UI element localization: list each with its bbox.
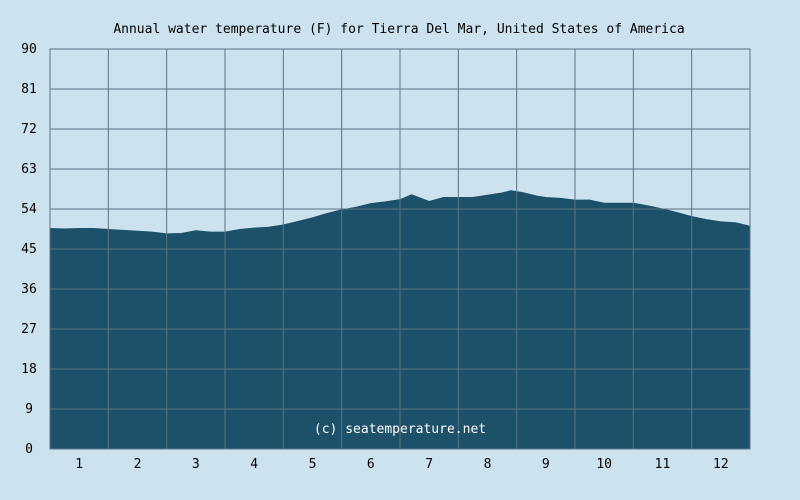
x-tick-label: 10 <box>596 457 612 472</box>
x-tick-label: 6 <box>367 457 375 472</box>
y-tick-label: 72 <box>21 122 37 137</box>
x-tick-label: 12 <box>713 457 729 472</box>
y-tick-label: 27 <box>21 322 37 337</box>
y-axis-ticks: 0 9 18 27 36 45 54 63 72 81 90 <box>21 42 37 457</box>
x-tick-label: 7 <box>425 457 433 472</box>
y-tick-label: 36 <box>21 282 37 297</box>
y-tick-label: 45 <box>21 242 37 257</box>
x-axis-ticks: 1 2 3 4 5 6 7 8 9 10 11 12 <box>75 457 728 472</box>
x-tick-label: 11 <box>655 457 671 472</box>
x-tick-label: 2 <box>134 457 142 472</box>
grid-lines <box>50 48 750 450</box>
y-tick-label: 63 <box>21 162 37 177</box>
y-tick-label: 81 <box>21 82 37 97</box>
y-tick-label: 9 <box>25 402 33 417</box>
x-tick-label: 8 <box>484 457 492 472</box>
x-tick-label: 3 <box>192 457 200 472</box>
y-tick-label: 0 <box>25 442 33 457</box>
x-tick-label: 4 <box>250 457 258 472</box>
plot-border <box>49 48 751 450</box>
y-tick-label: 54 <box>21 202 37 217</box>
y-tick-label: 18 <box>21 362 37 377</box>
x-tick-label: 9 <box>542 457 550 472</box>
watermark: (c) seatemperature.net <box>314 422 486 437</box>
y-tick-label: 90 <box>21 42 37 57</box>
x-tick-label: 5 <box>309 457 317 472</box>
x-tick-label: 1 <box>75 457 83 472</box>
chart-title: Annual water temperature (F) for Tierra … <box>113 22 684 37</box>
